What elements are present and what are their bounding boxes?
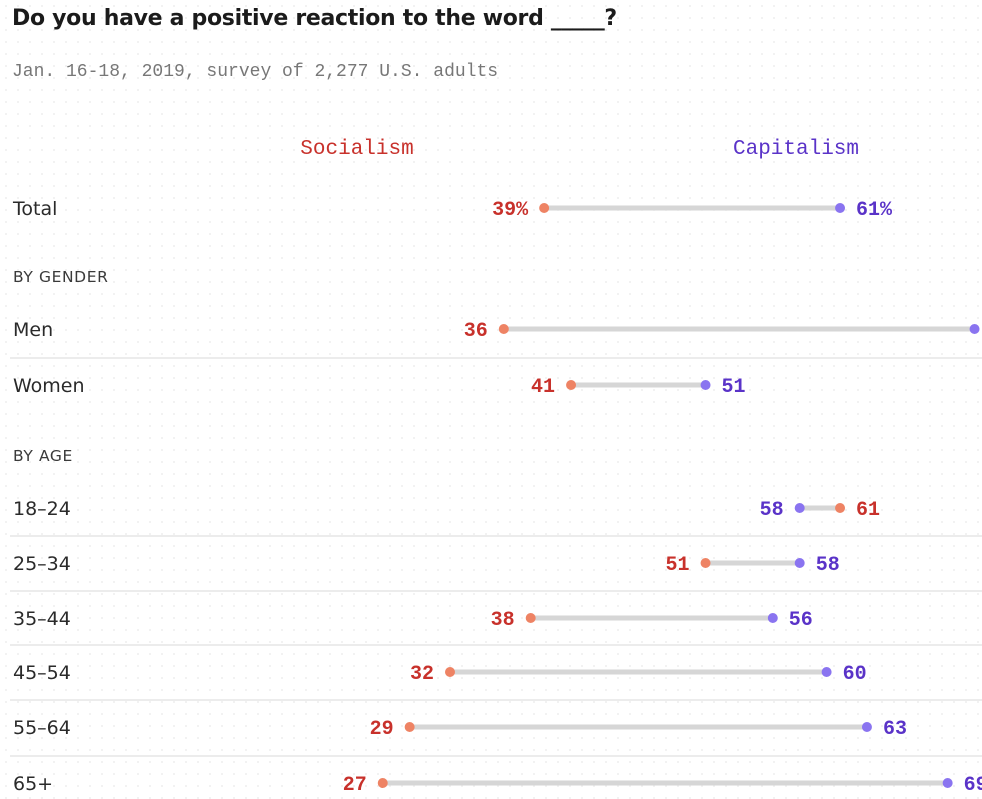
capitalism-value: 60 <box>843 663 867 686</box>
socialism-value: 39% <box>492 199 529 222</box>
series-header-socialism: Socialism <box>300 138 413 161</box>
row-label: 45–54 <box>13 662 71 684</box>
series-header-capitalism: Capitalism <box>733 138 859 161</box>
socialism-dot <box>377 778 388 788</box>
group-header: BY GENDER <box>13 268 108 286</box>
socialism-dot <box>525 613 536 623</box>
capitalism-dot <box>835 203 846 213</box>
socialism-value: 61 <box>856 499 880 522</box>
capitalism-value: 63 <box>883 718 907 741</box>
socialism-dot <box>404 722 415 732</box>
socialism-value: 38 <box>491 609 515 632</box>
capitalism-dot <box>969 324 980 334</box>
capitalism-value: 61% <box>856 199 893 222</box>
row-label: Women <box>13 375 85 397</box>
group-header: BY AGE <box>13 447 73 465</box>
socialism-dot <box>539 203 550 213</box>
capitalism-dot <box>794 558 805 568</box>
socialism-dot <box>700 558 711 568</box>
row-label: 35–44 <box>13 608 71 630</box>
capitalism-dot <box>794 503 805 513</box>
chart-subtitle: Jan. 16-18, 2019, survey of 2,277 U.S. a… <box>12 62 499 82</box>
capitalism-value: 69 <box>964 774 982 797</box>
row-label: 65+ <box>13 773 53 795</box>
socialism-dot <box>445 667 455 677</box>
socialism-value: 27 <box>343 774 367 797</box>
socialism-value: 32 <box>410 663 434 686</box>
capitalism-value: 56 <box>789 609 813 632</box>
socialism-dot <box>835 503 846 513</box>
capitalism-dot <box>942 778 953 788</box>
socialism-dot <box>498 324 509 334</box>
socialism-value: 36 <box>464 320 488 343</box>
capitalism-dot <box>861 722 872 732</box>
capitalism-value: 58 <box>760 499 784 522</box>
capitalism-dot <box>767 613 778 623</box>
chart-title: Do you have a positive reaction to the w… <box>12 6 617 31</box>
row-label: Men <box>13 319 53 341</box>
socialism-value: 41 <box>531 376 555 399</box>
socialism-value: 29 <box>370 718 394 741</box>
capitalism-value: 58 <box>816 554 840 577</box>
socialism-value: 51 <box>666 554 690 577</box>
row-label: 25–34 <box>13 553 71 575</box>
capitalism-dot <box>700 380 711 390</box>
socialism-dot <box>566 380 577 390</box>
row-label: Total <box>12 198 57 220</box>
capitalism-dot <box>821 667 832 677</box>
row-label: 55–64 <box>13 717 71 739</box>
capitalism-value: 51 <box>722 376 746 399</box>
row-label: 18–24 <box>13 498 71 520</box>
